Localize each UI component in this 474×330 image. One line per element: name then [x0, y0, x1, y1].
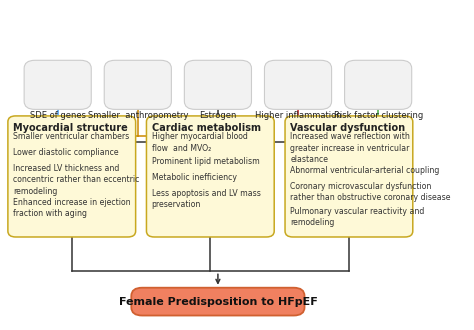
- Text: Higher myocardial blood
flow  and MVO₂: Higher myocardial blood flow and MVO₂: [152, 132, 247, 153]
- Text: Abnormal ventricular-arterial coupling: Abnormal ventricular-arterial coupling: [290, 166, 439, 175]
- Text: Coronary microvascular dysfunction
rather than obstructive coronary disease: Coronary microvascular dysfunction rathe…: [290, 182, 451, 203]
- Text: Increased LV thickness and
concentric rather than eccentric
remodeling: Increased LV thickness and concentric ra…: [13, 164, 139, 196]
- Text: Prominent lipid metabolism: Prominent lipid metabolism: [152, 157, 259, 166]
- Text: Myocardial structure: Myocardial structure: [13, 123, 128, 133]
- FancyBboxPatch shape: [104, 60, 172, 109]
- FancyBboxPatch shape: [131, 288, 304, 315]
- FancyBboxPatch shape: [24, 60, 91, 109]
- Text: Risk factor clustering: Risk factor clustering: [334, 111, 423, 120]
- Text: Enhanced increase in ejection
fraction with aging: Enhanced increase in ejection fraction w…: [13, 198, 131, 218]
- Text: Increased wave reflection with
greater increase in ventricular
elastance: Increased wave reflection with greater i…: [290, 132, 410, 164]
- FancyBboxPatch shape: [146, 116, 274, 237]
- FancyBboxPatch shape: [184, 60, 252, 109]
- Text: Lower diastolic compliance: Lower diastolic compliance: [13, 148, 118, 157]
- FancyBboxPatch shape: [8, 116, 136, 237]
- Text: Cardiac metabolism: Cardiac metabolism: [152, 123, 261, 133]
- Text: Pulmonary vascular reactivity and
remodeling: Pulmonary vascular reactivity and remode…: [290, 207, 425, 227]
- FancyBboxPatch shape: [345, 60, 412, 109]
- Text: Higher inflammation: Higher inflammation: [255, 111, 341, 120]
- Text: Smaller  anthropometry: Smaller anthropometry: [88, 111, 188, 120]
- Text: Female Predisposition to HFpEF: Female Predisposition to HFpEF: [118, 297, 317, 307]
- FancyBboxPatch shape: [285, 116, 413, 237]
- Text: Estrogen: Estrogen: [199, 111, 237, 120]
- Text: Vascular dysfunction: Vascular dysfunction: [290, 123, 405, 133]
- Text: Metabolic inefficiency: Metabolic inefficiency: [152, 173, 237, 182]
- FancyBboxPatch shape: [264, 60, 332, 109]
- Text: Smaller ventricular chambers: Smaller ventricular chambers: [13, 132, 129, 141]
- Text: SDE of genes: SDE of genes: [30, 111, 86, 120]
- Text: Less apoptosis and LV mass
preservation: Less apoptosis and LV mass preservation: [152, 188, 261, 209]
